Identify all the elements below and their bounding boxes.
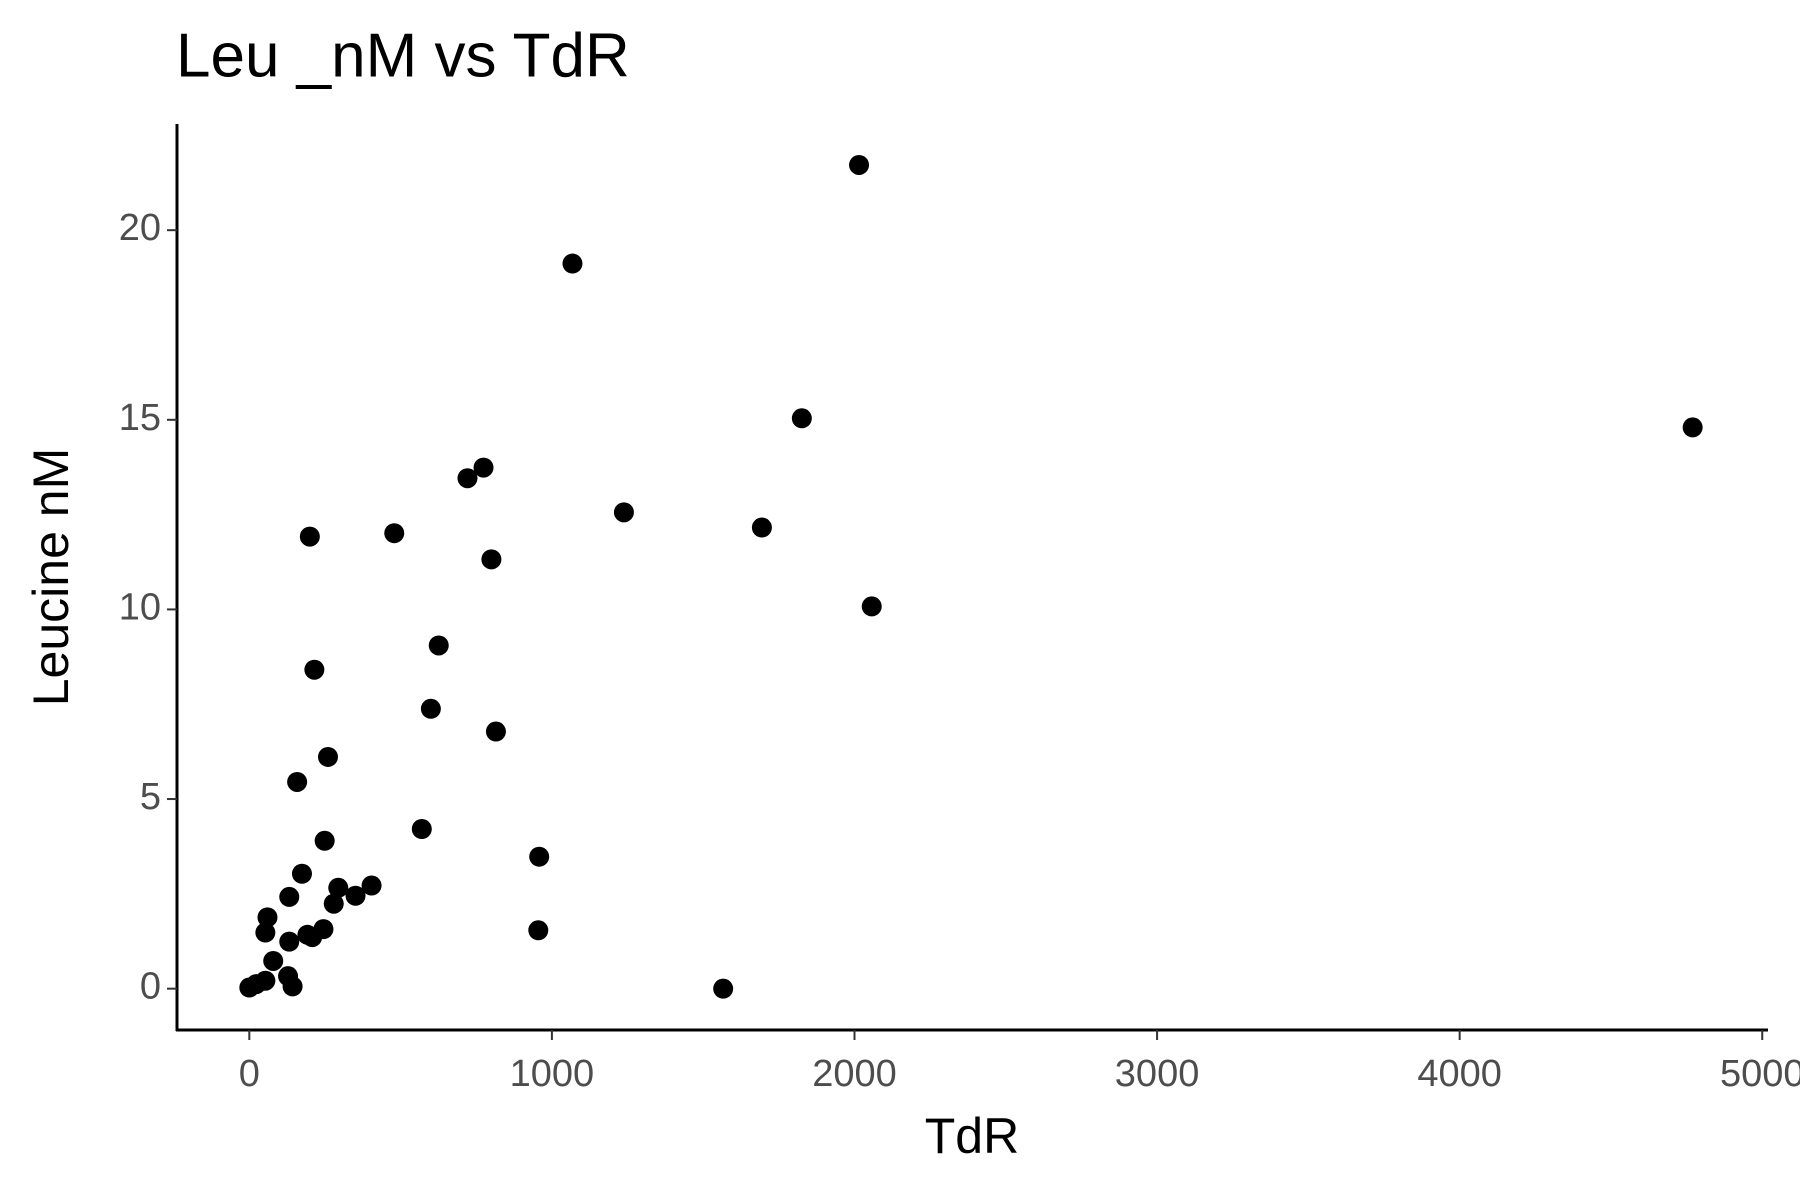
point xyxy=(282,976,303,997)
point xyxy=(428,635,449,656)
x-tick-label: 3000 xyxy=(1115,1053,1200,1095)
point xyxy=(562,253,583,274)
point xyxy=(420,698,441,719)
point xyxy=(279,931,300,952)
x-tick-label: 5000 xyxy=(1720,1053,1800,1095)
point xyxy=(384,523,405,544)
x-tick-label: 4000 xyxy=(1417,1053,1502,1095)
point xyxy=(849,154,870,175)
point xyxy=(457,468,478,489)
point xyxy=(361,875,382,896)
point xyxy=(299,526,320,547)
point xyxy=(861,596,882,617)
y-tick-label: 15 xyxy=(119,397,161,439)
x-tick-label: 1000 xyxy=(510,1053,595,1095)
point xyxy=(791,408,812,429)
y-tick-label: 0 xyxy=(140,966,161,1008)
point xyxy=(317,746,338,767)
point xyxy=(302,927,323,948)
point xyxy=(279,886,300,907)
y-tick-label: 20 xyxy=(119,207,161,249)
point xyxy=(291,863,312,884)
point xyxy=(314,830,335,851)
point xyxy=(481,549,502,570)
point xyxy=(713,978,734,999)
point xyxy=(485,721,506,742)
point xyxy=(751,517,772,538)
y-tick-label: 5 xyxy=(140,776,161,818)
x-tick-label: 2000 xyxy=(812,1053,897,1095)
point xyxy=(239,977,260,998)
point xyxy=(528,920,549,941)
point xyxy=(255,922,276,943)
x-axis-title: TdR xyxy=(925,1108,1019,1164)
x-tick-label: 0 xyxy=(239,1053,260,1095)
point xyxy=(287,771,308,792)
point xyxy=(323,893,344,914)
point xyxy=(529,846,550,867)
point xyxy=(257,907,278,928)
point xyxy=(473,457,494,478)
point xyxy=(345,885,366,906)
point xyxy=(263,950,284,971)
point xyxy=(613,502,634,523)
point xyxy=(1682,417,1703,438)
y-tick-label: 10 xyxy=(119,586,161,628)
point xyxy=(328,877,349,898)
point xyxy=(411,819,432,840)
chart-title: Leu _nM vs TdR xyxy=(176,21,630,90)
y-axis-title: Leucine nM xyxy=(23,448,79,707)
point xyxy=(304,659,325,680)
